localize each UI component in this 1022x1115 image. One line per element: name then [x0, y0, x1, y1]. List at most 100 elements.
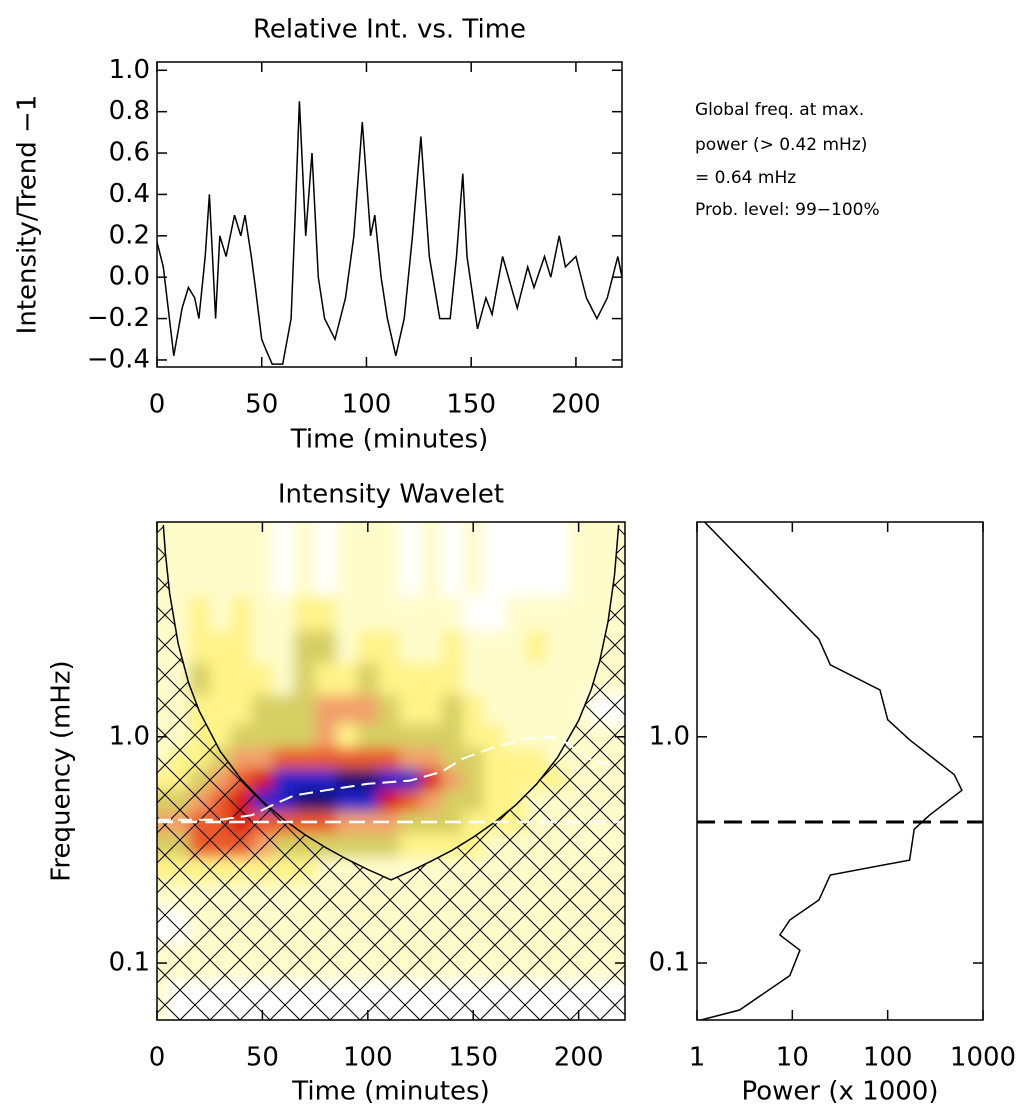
contour-cell — [547, 522, 570, 598]
y-tick-label: 0.0 — [109, 262, 150, 292]
contour-cell — [525, 723, 548, 749]
contour-cell — [462, 695, 485, 725]
contour-cell — [420, 596, 443, 632]
contour-cell — [547, 596, 570, 632]
contour-cell — [420, 768, 443, 792]
contour-cell — [568, 596, 591, 632]
contour-cell — [462, 747, 485, 770]
contour-cell — [420, 522, 443, 598]
contour-cell — [272, 522, 296, 598]
y-tick-label: 1.0 — [109, 721, 150, 751]
x-tick-label: 50 — [246, 1043, 279, 1073]
contour-cell — [315, 522, 338, 598]
contour-cell — [251, 596, 274, 632]
contour-cell — [525, 695, 548, 725]
contour-cell — [420, 695, 443, 725]
contour-cell — [336, 790, 359, 813]
contour-cell — [272, 768, 296, 792]
contour-cell — [378, 662, 401, 697]
x-tick-label: 200 — [551, 390, 601, 420]
contour-cell — [483, 662, 506, 697]
x-tick-label: 0 — [149, 1043, 166, 1073]
y-tick-label: −0.4 — [87, 344, 150, 374]
contour-cell — [589, 522, 612, 598]
contour-cell — [378, 811, 401, 835]
contour-cell — [294, 695, 317, 725]
contour-cell — [420, 662, 443, 697]
contour-cell — [357, 723, 380, 749]
contour-cell — [504, 747, 527, 770]
contour-cell — [272, 662, 296, 697]
contour-cell — [251, 747, 274, 770]
contour-cell — [399, 662, 422, 697]
contour-cell — [336, 596, 359, 632]
y-tick-label: −0.2 — [87, 303, 150, 333]
contour-cell — [441, 630, 464, 664]
annotation: Prob. level: 99−100% — [695, 200, 880, 220]
contour-cell — [336, 747, 359, 770]
contour-cell — [357, 790, 380, 813]
contour-cell — [272, 596, 296, 632]
contour-cell — [504, 596, 527, 632]
contour-cell — [378, 695, 401, 725]
contour-cell — [230, 596, 253, 632]
contour-cell — [336, 662, 359, 697]
contour-cell — [272, 695, 296, 725]
contour-cell — [315, 662, 338, 697]
contour-cell — [483, 723, 506, 749]
contour-cell — [294, 747, 317, 770]
contour-cell — [568, 522, 591, 598]
contour-cell — [441, 790, 464, 813]
global-area — [697, 522, 983, 1020]
contour-cell — [420, 833, 443, 859]
contour-cell — [399, 833, 422, 859]
contour-cell — [251, 662, 274, 697]
contour-cell — [420, 723, 443, 749]
y-tick-label: 0.4 — [109, 179, 150, 209]
y-tick-label: 1.0 — [109, 55, 150, 85]
contour-cell — [399, 790, 422, 813]
contour-cell — [336, 695, 359, 725]
plot-frame — [156, 61, 623, 368]
contour-cell — [378, 522, 401, 598]
contour-cell — [294, 522, 317, 598]
contour-cell — [230, 522, 253, 598]
y-tick-label: 0.2 — [109, 220, 150, 250]
contour-cell — [483, 522, 506, 598]
contour-cell — [441, 662, 464, 697]
contour-cell — [441, 768, 464, 792]
x-tick-label: 100 — [342, 390, 392, 420]
contour-cell — [209, 522, 232, 598]
contour-cell — [188, 630, 211, 664]
ridge-line — [157, 735, 611, 821]
contour-cell — [483, 747, 506, 770]
contour-cell — [525, 630, 548, 664]
contour-cell — [188, 596, 211, 632]
contour-cell — [378, 790, 401, 813]
contour-cell — [336, 723, 359, 749]
contour-cell — [525, 522, 548, 598]
contour-cell — [336, 522, 359, 598]
power-line — [700, 522, 963, 1020]
contour-cell — [357, 695, 380, 725]
contour-area — [157, 522, 625, 1020]
contour-cell — [547, 723, 570, 749]
x-tick-label: 1 — [689, 1043, 706, 1073]
x-tick-label: 100 — [863, 1043, 913, 1073]
contour-cell — [315, 695, 338, 725]
y-tick-label: 0.6 — [109, 138, 150, 168]
annotation: power (> 0.42 mHz) — [695, 135, 867, 155]
contour-cell — [209, 596, 232, 632]
contour-cell — [504, 695, 527, 725]
contour-cell — [357, 630, 380, 664]
contour-cell — [462, 790, 485, 813]
contour-cell — [504, 522, 527, 598]
contour-cell — [504, 662, 527, 697]
x-tick-label: 50 — [245, 390, 278, 420]
x-axis-label: Time (minutes) — [291, 1077, 489, 1107]
contour-cell — [188, 662, 211, 697]
plot-frame — [156, 521, 626, 1021]
contour-cell — [357, 662, 380, 697]
x-axis-label: Time (minutes) — [290, 425, 488, 455]
contour-cell — [399, 596, 422, 632]
